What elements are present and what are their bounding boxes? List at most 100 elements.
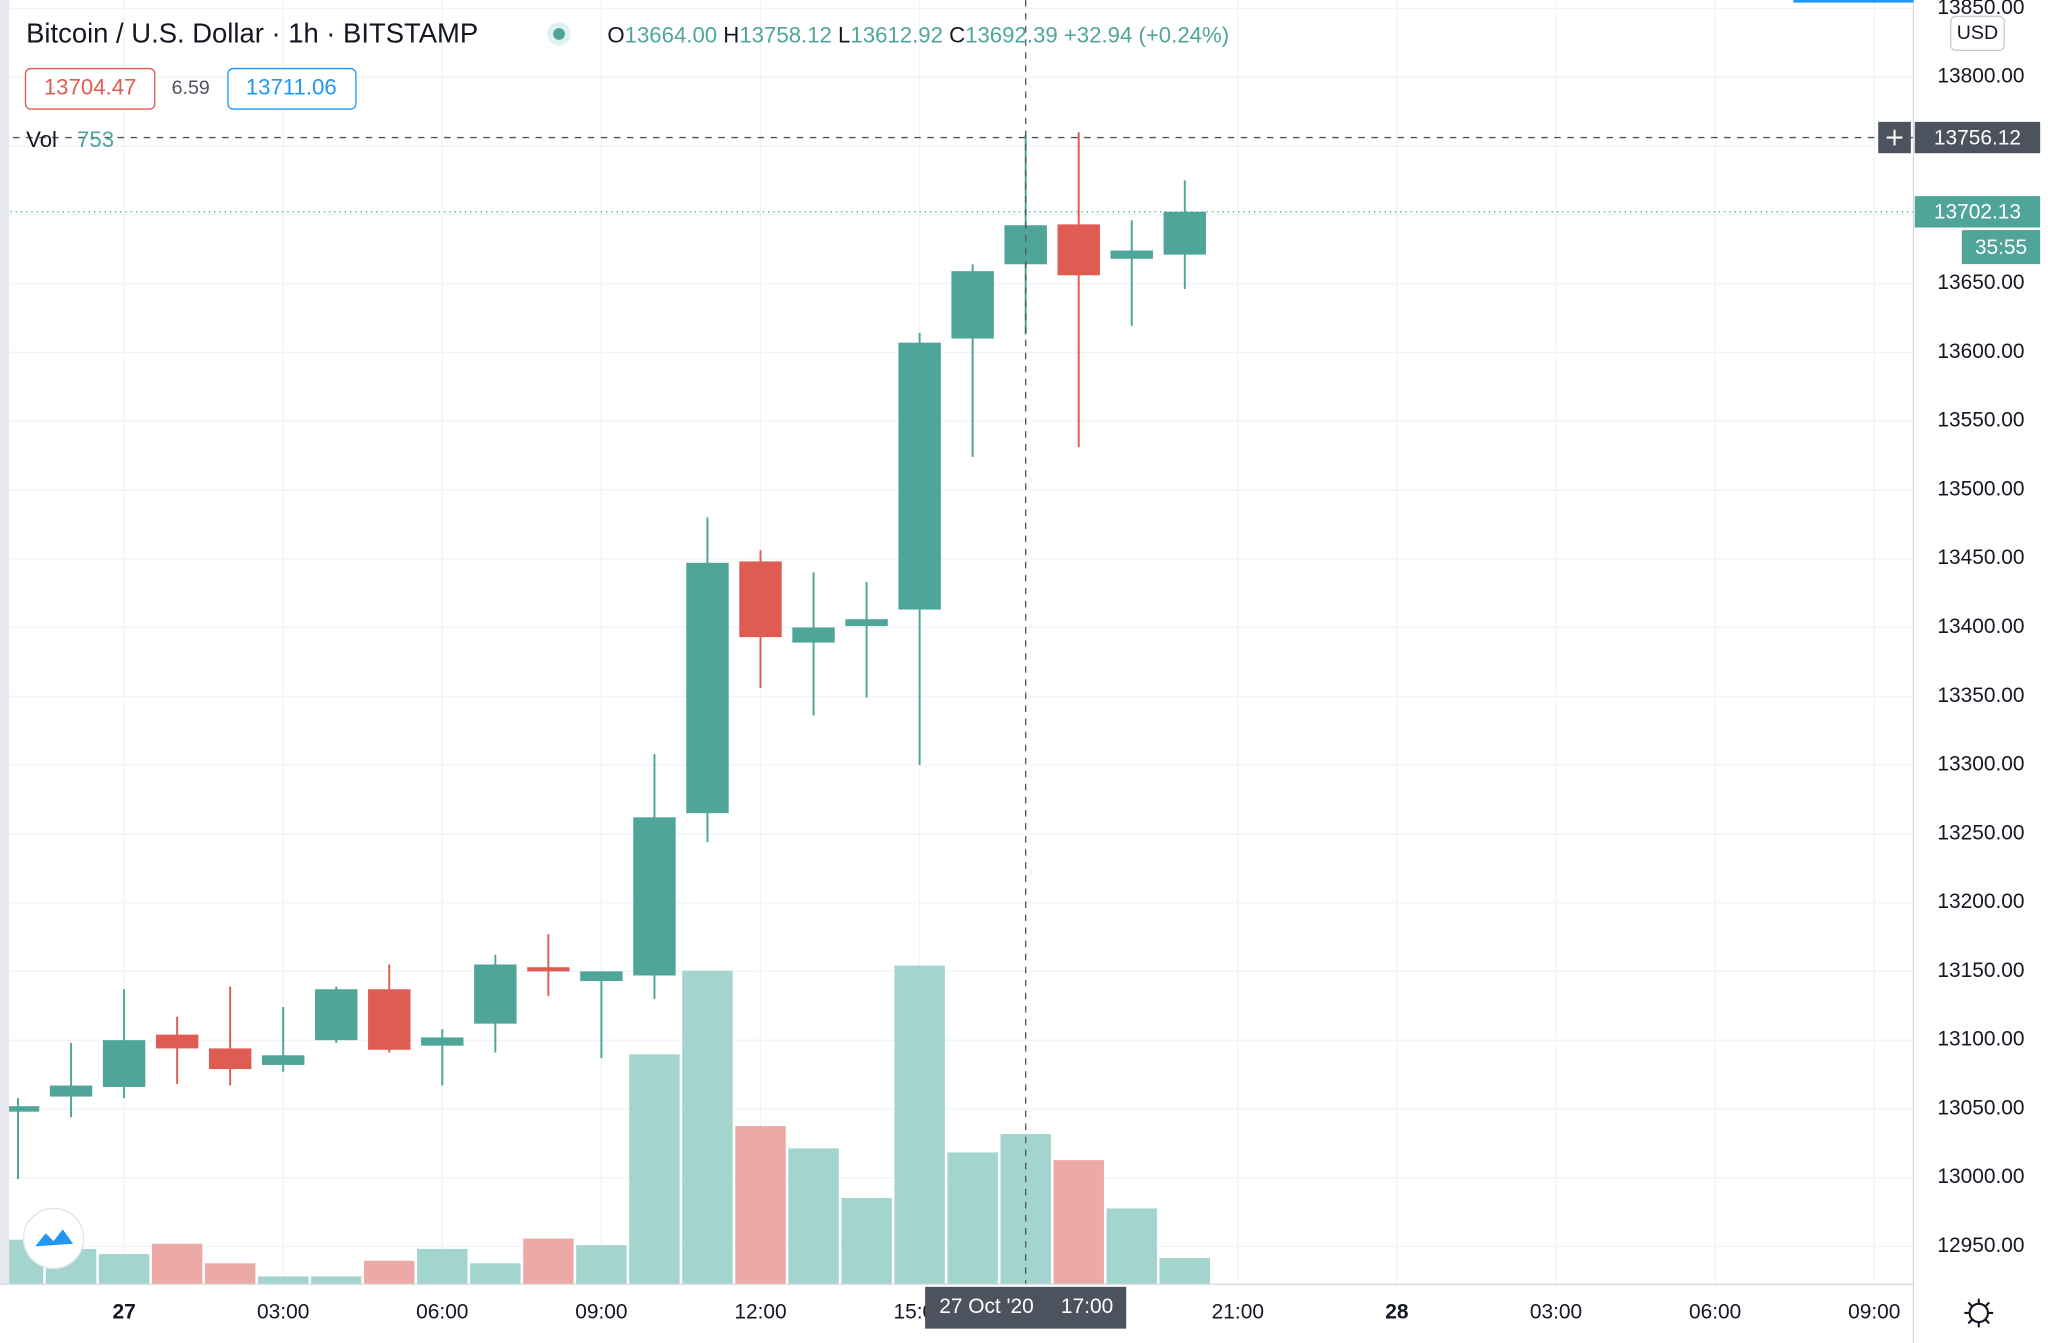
y-tick-label: 13600.00: [1937, 340, 2024, 363]
open-label: O: [607, 22, 624, 47]
candle-body: [527, 967, 570, 972]
candle-body: [421, 1037, 464, 1046]
volume-bar: [364, 1260, 415, 1285]
candle-body: [633, 817, 676, 976]
close-value: 13692.39: [965, 22, 1058, 47]
settings-icon-rays: [1964, 1298, 1994, 1328]
y-tick-label: 13200.00: [1937, 890, 2024, 913]
candle-body: [368, 989, 411, 1050]
volume-bar: [576, 1245, 627, 1285]
candle-body: [951, 271, 994, 339]
candle-pane: [0, 132, 1206, 1180]
volume-bar: [947, 1152, 998, 1285]
candle-body: [845, 619, 888, 627]
overlay: [0, 0, 1914, 1285]
candle-body: [1163, 211, 1206, 255]
y-tick-label: 13850.00: [1937, 0, 2024, 19]
y-tick-label: 13350.00: [1937, 684, 2024, 707]
y-tick-label: 13650.00: [1937, 271, 2024, 294]
crosshair-add-icon: [1886, 129, 1903, 146]
crosshair-price-tag: [1914, 121, 2041, 154]
x-tick-label: 09:00: [1848, 1300, 1900, 1323]
volume-bar: [841, 1198, 892, 1285]
y-tick-label: 13400.00: [1937, 615, 2024, 638]
ohlc-legend: O13664.00 H13758.12 L13612.92 C13692.39 …: [607, 22, 1229, 47]
volume-bar: [1000, 1134, 1051, 1285]
volume-bar: [1053, 1160, 1104, 1285]
y-tick-label: 13000.00: [1937, 1165, 2024, 1188]
buy-button[interactable]: [227, 67, 357, 110]
x-tick-label: 27: [112, 1300, 135, 1323]
crosshair-time: 17:00: [1061, 1295, 1113, 1318]
candle-body: [208, 1048, 252, 1070]
y-tick-label: 13450.00: [1937, 546, 2024, 569]
candle-body: [102, 1040, 146, 1087]
y-tick-label: 13300.00: [1937, 753, 2024, 776]
volume-bar: [151, 1243, 203, 1285]
close-label: C: [949, 22, 965, 47]
x-tick-label: 03:00: [257, 1300, 309, 1323]
y-tick-label: 13150.00: [1937, 959, 2024, 982]
high-value: 13758.12: [739, 22, 832, 47]
candle-body: [792, 627, 835, 643]
y-tick-label: 13050.00: [1937, 1096, 2024, 1119]
candle-body: [686, 562, 729, 814]
volume-pane: [0, 965, 1210, 1285]
volume-bar: [894, 965, 945, 1285]
sell-button[interactable]: [24, 67, 156, 110]
last-price: 13702.13: [1934, 201, 2021, 224]
volume-bar: [98, 1254, 150, 1285]
x-tick-label: 28: [1385, 1300, 1408, 1323]
open-value: 13664.00: [625, 22, 718, 47]
y-tick-label: 13800.00: [1937, 65, 2024, 88]
x-tick-label: 06:00: [416, 1300, 468, 1323]
volume-bar: [470, 1263, 521, 1285]
left-edge: [0, 0, 10, 1343]
y-tick-label: 13250.00: [1937, 821, 2024, 844]
currency[interactable]: USD: [1957, 22, 1998, 44]
volume-bar: [788, 1148, 839, 1285]
x-tick-label: 03:00: [1530, 1300, 1582, 1323]
low-label: L: [838, 22, 850, 47]
candle-body: [0, 1106, 40, 1112]
y-tick-label: 12950.00: [1937, 1234, 2024, 1257]
currency-button[interactable]: [1950, 15, 2005, 51]
logo[interactable]: [22, 1207, 85, 1270]
volume-bar: [1106, 1208, 1157, 1285]
ask-price[interactable]: 13711.06: [246, 75, 337, 100]
candle-body: [261, 1055, 305, 1065]
x-tick-label: 21:00: [1212, 1300, 1264, 1323]
y-tick-label: 13100.00: [1937, 1028, 2024, 1051]
candle-body: [155, 1034, 199, 1049]
countdown-tag: [1961, 230, 2041, 265]
x-tick-label: 12:00: [734, 1300, 786, 1323]
volume-bar: [735, 1126, 786, 1285]
candle-body: [739, 561, 782, 638]
crosshair-date: 27 Oct '20: [939, 1295, 1034, 1318]
candle-body: [1110, 250, 1153, 259]
volume-bar: [682, 970, 733, 1285]
x-tick-label: 09:00: [575, 1300, 627, 1323]
volume-bar: [311, 1276, 362, 1285]
change-value: +32.94 (+0.24%): [1064, 22, 1229, 47]
candle-body: [315, 989, 358, 1041]
top-accent: [1793, 0, 1914, 3]
candle-body: [898, 342, 941, 610]
countdown: 35:55: [1975, 236, 2027, 259]
crosshair-price: 13756.12: [1934, 126, 2021, 149]
volume-bar: [257, 1276, 309, 1285]
y-tick-label: 13550.00: [1937, 409, 2024, 432]
bid-price[interactable]: 13704.47: [44, 75, 137, 100]
spread: 6.59: [172, 77, 210, 99]
status-dot: [553, 28, 565, 40]
crosshair-time-tag: [925, 1286, 1127, 1329]
volume-value: 753: [77, 127, 114, 152]
volume-label: Vol: [26, 127, 57, 152]
last-price-tag: [1914, 196, 2041, 228]
volume-bar: [1159, 1258, 1210, 1285]
candle-body: [1004, 225, 1047, 265]
